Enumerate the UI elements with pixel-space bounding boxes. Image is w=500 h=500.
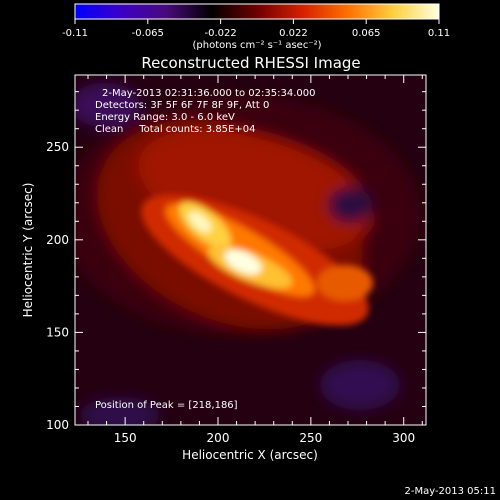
purple-blob bbox=[75, 83, 140, 127]
x-tick-label: 250 bbox=[299, 431, 322, 445]
peak-position-label: Position of Peak = [218,186] bbox=[95, 400, 238, 411]
info-block: 2-May-2013 02:31:36.000 to 02:35:34.000 … bbox=[95, 88, 315, 411]
colorbar-ticks: -0.11 -0.065 -0.022 0.022 0.065 0.11 bbox=[62, 19, 450, 39]
source-peak bbox=[188, 211, 212, 233]
colorbar-tick-label: 0.11 bbox=[428, 28, 450, 39]
colorbar-unit-label: (photons cm⁻² s⁻¹ asec⁻²) bbox=[192, 40, 321, 51]
colorbar-tick-label: -0.11 bbox=[62, 28, 88, 39]
purple-blob bbox=[320, 360, 400, 410]
info-time-range: 2-May-2013 02:31:36.000 to 02:35:34.000 bbox=[102, 88, 315, 99]
colorbar: -0.11 -0.065 -0.022 0.022 0.065 0.11 (photons… bbox=[62, 3, 450, 51]
plot-frame bbox=[74, 74, 427, 426]
x-tick-label: 300 bbox=[392, 431, 415, 445]
chart-title: Reconstructed RHESSI Image bbox=[141, 54, 360, 72]
colorbar-tick-label: -0.022 bbox=[204, 28, 236, 39]
y-tick-label: 100 bbox=[46, 418, 69, 432]
colorbar-gradient bbox=[74, 3, 440, 20]
source-peak bbox=[224, 249, 262, 275]
x-axis: 150 200 250 300 bbox=[87, 75, 423, 445]
colorbar-tick-label: -0.065 bbox=[132, 28, 164, 39]
y-axis-label: Heliocentric Y (arcsec) bbox=[21, 183, 35, 318]
purple-blob bbox=[328, 187, 372, 223]
info-detectors: Detectors: 3F 5F 6F 7F 8F 9F, Att 0 bbox=[95, 100, 269, 111]
image-source bbox=[141, 194, 373, 326]
y-tick-label: 250 bbox=[46, 140, 69, 154]
info-energy-range: Energy Range: 3.0 - 6.0 keV bbox=[95, 112, 235, 123]
purple-blob bbox=[80, 397, 160, 425]
x-tick-label: 200 bbox=[207, 431, 230, 445]
source-lobe bbox=[317, 265, 373, 301]
image-panel: 150 200 250 300 100 150 200 250 bbox=[46, 74, 427, 445]
colorbar-tick-label: 0.065 bbox=[352, 28, 381, 39]
x-tick-label: 150 bbox=[114, 431, 137, 445]
info-clean-counts: Clean Total counts: 3.85E+04 bbox=[95, 124, 255, 135]
y-tick-label: 150 bbox=[46, 325, 69, 339]
footer-date: 2-May-2013 05:11 bbox=[404, 486, 496, 497]
x-axis-label: Heliocentric X (arcsec) bbox=[182, 448, 318, 462]
colorbar-tick-label: 0.022 bbox=[279, 28, 308, 39]
y-tick-label: 200 bbox=[46, 233, 69, 247]
y-axis: 100 150 200 250 bbox=[46, 91, 426, 432]
